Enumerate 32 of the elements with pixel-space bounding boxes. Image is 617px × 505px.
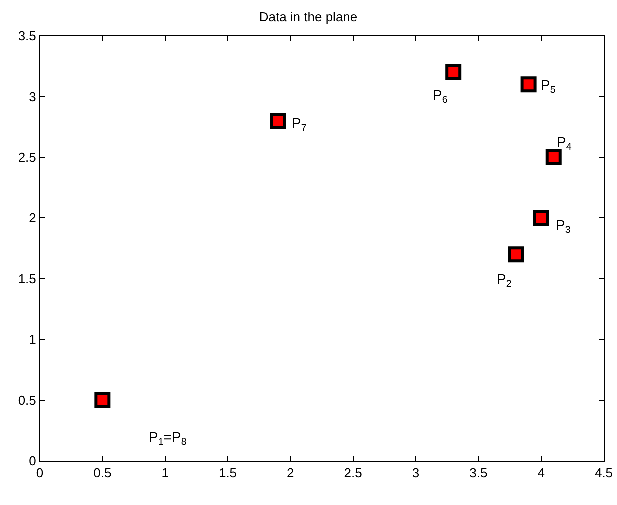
chart-title: Data in the plane [259, 10, 358, 25]
annotation: P$_{5}$ [541, 77, 556, 96]
y-tick-label: 1.5 [18, 271, 36, 286]
annotation: P$_{3}$ [556, 217, 572, 236]
y-tick-label: 2 [29, 210, 36, 226]
y-tick-label: 1 [29, 332, 36, 348]
point [546, 149, 562, 166]
y-tick-label: 3.5 [18, 28, 36, 44]
point [520, 76, 537, 93]
x-tick-label: 1 [162, 466, 169, 481]
x-tick-label: 2 [287, 466, 294, 481]
annotation: P$_{1}$=P$_{8}$ [149, 429, 188, 448]
point [446, 64, 462, 80]
x-tick-label: 3 [412, 466, 420, 481]
point [508, 246, 524, 263]
x-tick-label: 0.5 [94, 466, 112, 481]
x-tick-label: 3.5 [470, 466, 488, 481]
y-tick-label: 0 [29, 454, 36, 469]
point [270, 113, 286, 129]
y-tick-label: 0.5 [18, 392, 36, 408]
annotation: P$_{2}$ [497, 271, 512, 290]
annotation: P$_{7}$ [292, 115, 307, 134]
point [94, 392, 111, 408]
annotation: P$_{4}$ [557, 134, 572, 153]
x-tick-label: 4 [538, 466, 545, 481]
x-tick-label: 4.5 [594, 466, 614, 481]
x-tick-label: 1.5 [218, 466, 238, 481]
point [533, 210, 550, 226]
x-tick-label: 2.5 [344, 466, 362, 481]
y-tick-label: 2.5 [18, 150, 36, 165]
annotation: P$_{6}$ [433, 87, 448, 106]
y-tick-label: 3 [29, 89, 36, 104]
